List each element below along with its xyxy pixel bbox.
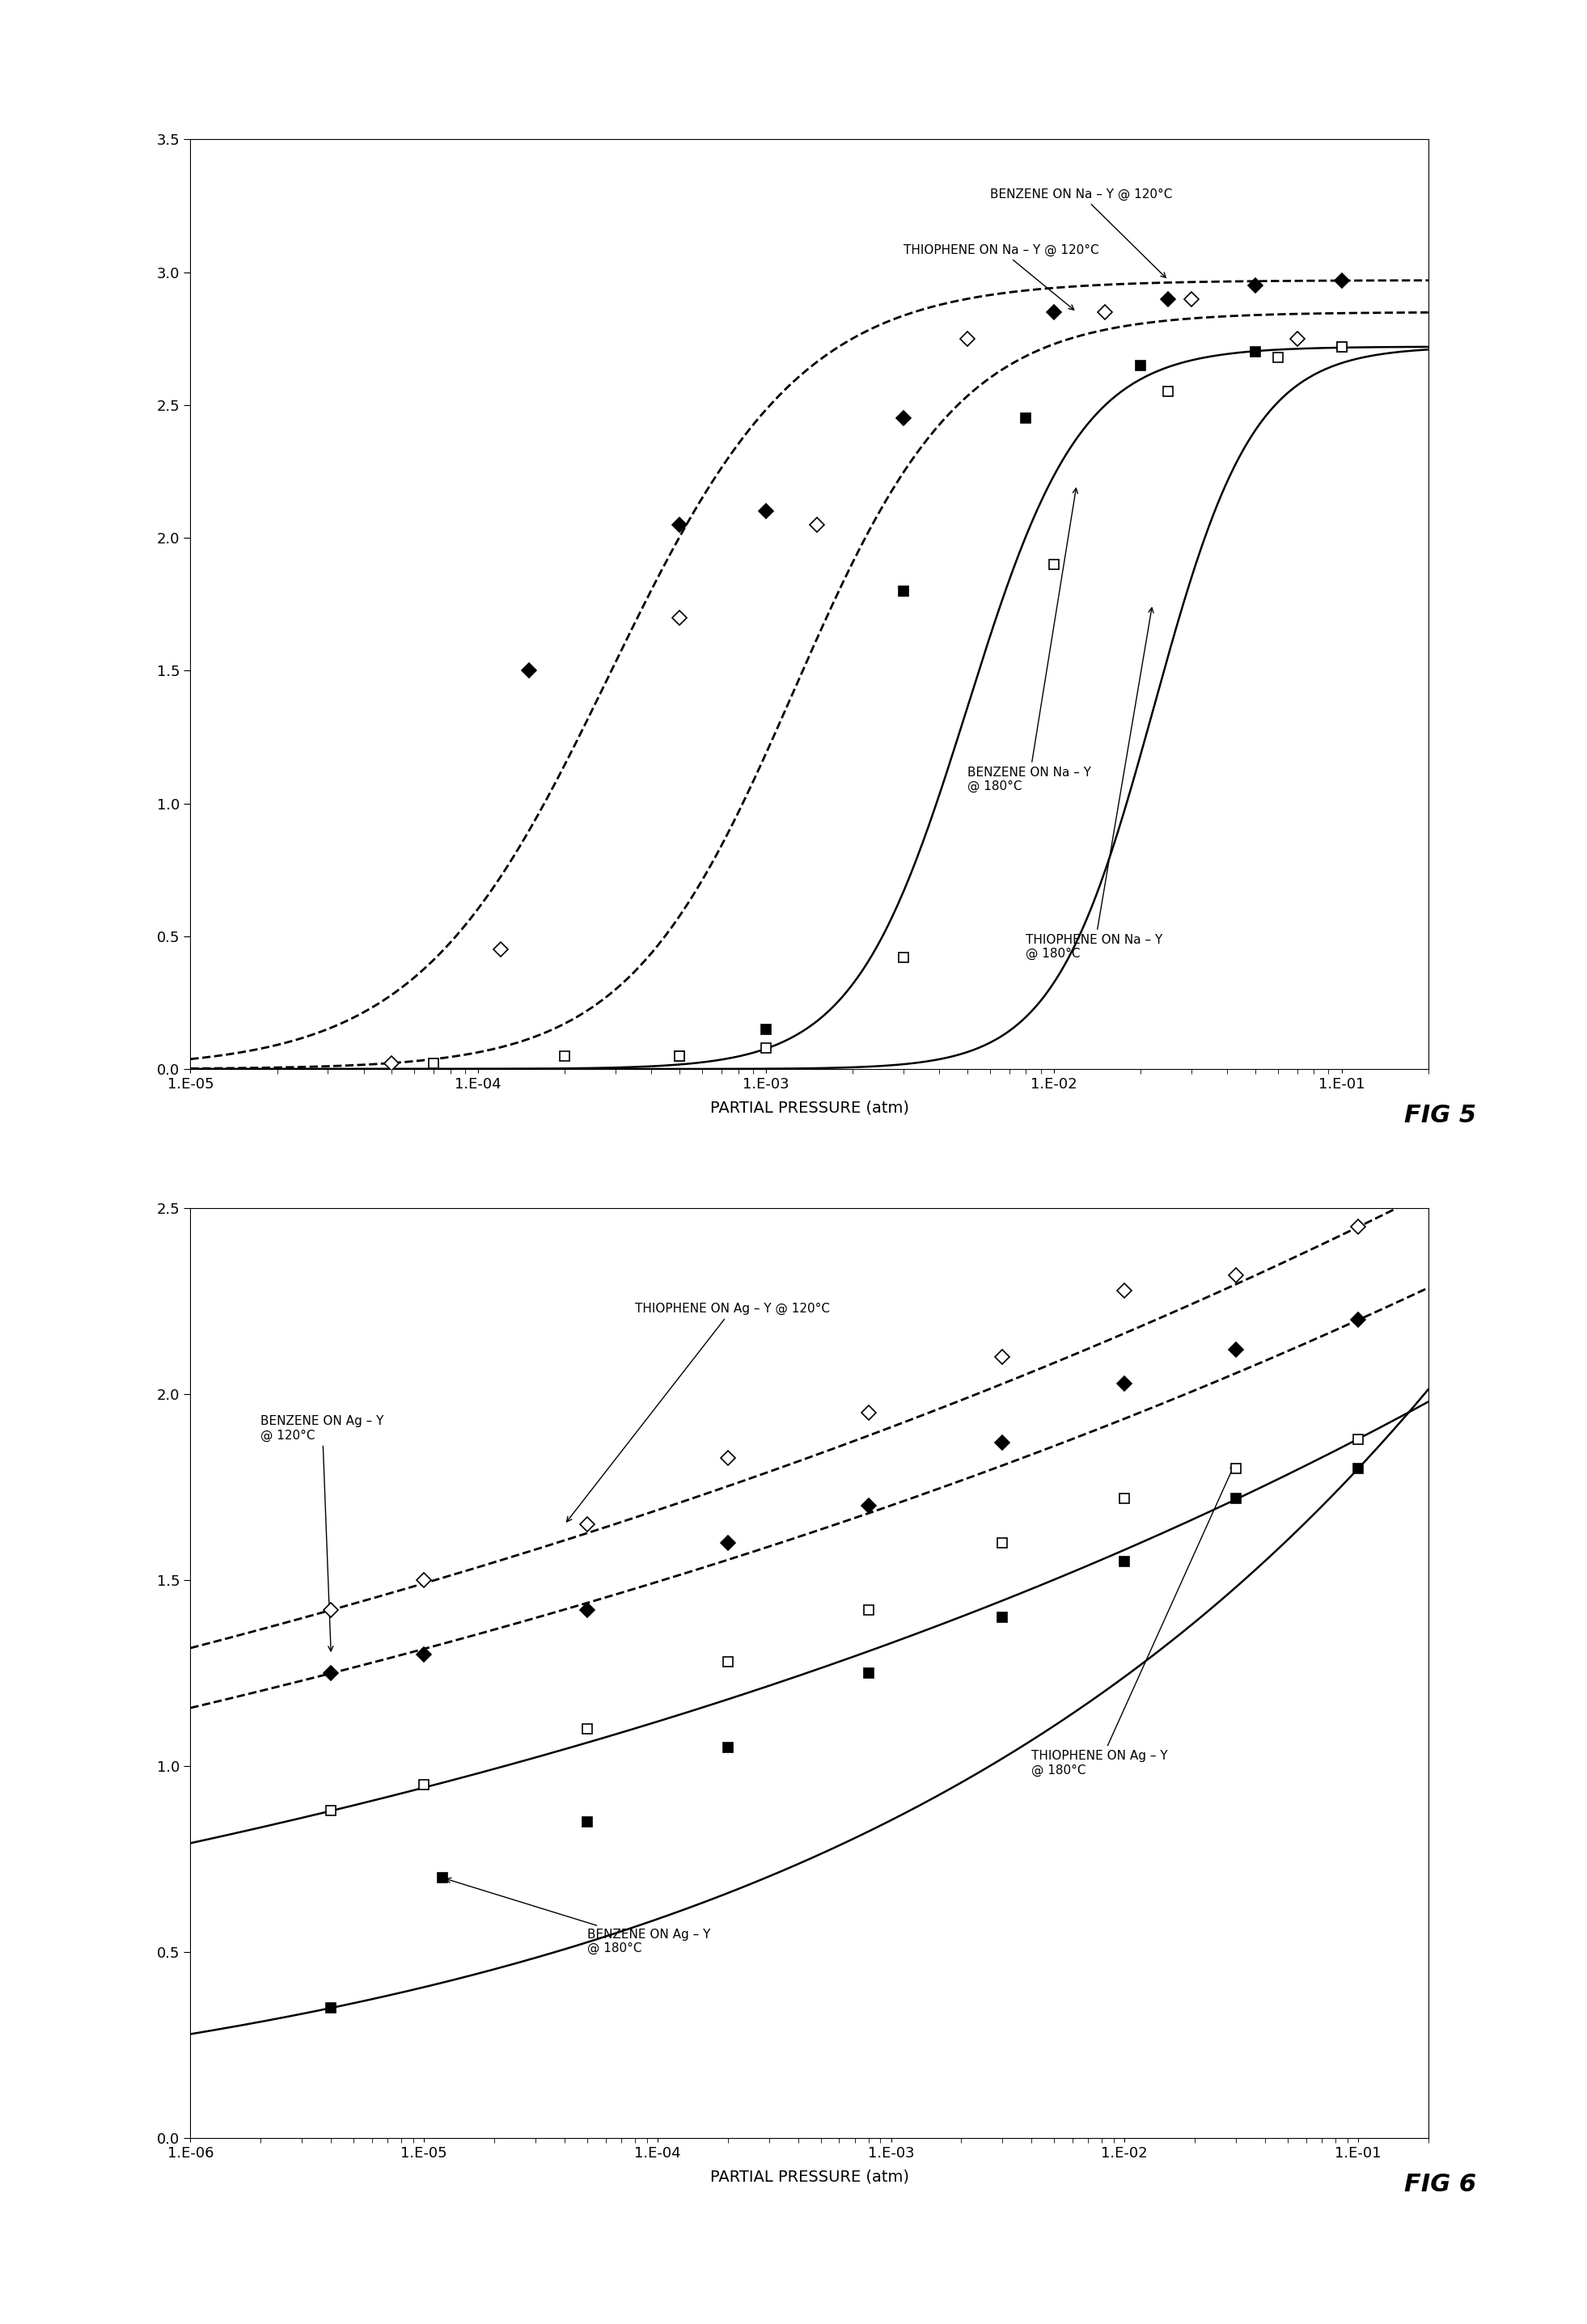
X-axis label: PARTIAL PRESSURE (atm): PARTIAL PRESSURE (atm) <box>709 1102 909 1116</box>
Text: FIG 6: FIG 6 <box>1404 2173 1476 2196</box>
Text: BENZENE ON Na – Y @ 120°C: BENZENE ON Na – Y @ 120°C <box>990 188 1173 279</box>
X-axis label: PARTIAL PRESSURE (atm): PARTIAL PRESSURE (atm) <box>709 2171 909 2185</box>
Text: THIOPHENE ON Na – Y
@ 180°C: THIOPHENE ON Na – Y @ 180°C <box>1025 607 1163 960</box>
Text: BENZENE ON Ag – Y
@ 120°C: BENZENE ON Ag – Y @ 120°C <box>260 1415 384 1650</box>
Text: BENZENE ON Na – Y
@ 180°C: BENZENE ON Na – Y @ 180°C <box>966 488 1090 792</box>
Text: FIG 5: FIG 5 <box>1404 1104 1476 1127</box>
Text: BENZENE ON Ag – Y
@ 180°C: BENZENE ON Ag – Y @ 180°C <box>446 1878 711 1954</box>
Text: THIOPHENE ON Ag – Y @ 120°C: THIOPHENE ON Ag – Y @ 120°C <box>567 1304 830 1522</box>
Text: THIOPHENE ON Na – Y @ 120°C: THIOPHENE ON Na – Y @ 120°C <box>903 244 1098 309</box>
Text: THIOPHENE ON Ag – Y
@ 180°C: THIOPHENE ON Ag – Y @ 180°C <box>1032 1464 1235 1776</box>
